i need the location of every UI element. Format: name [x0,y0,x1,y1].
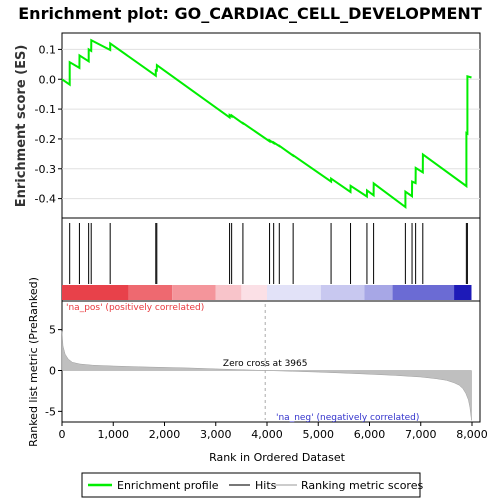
x-tick-label: 6,000 [354,428,386,441]
metric-y-ticks: 5 0 -5 [45,324,62,418]
hits-panel [61,217,481,302]
x-tick-label: 1,000 [98,428,130,441]
x-tick-label: 3,000 [200,428,232,441]
x-tick-label: 2,000 [149,428,181,441]
x-axis-label: Rank in Ordered Dataset [209,451,346,464]
es-gridlines [62,48,480,200]
x-ticks: 0 1,000 2,000 3,000 4,000 5,000 6,000 7,000 8,00… [59,422,488,441]
color-bar-segment [364,285,393,300]
zero-cross-label: Zero cross at 3965 [223,359,308,369]
x-tick-label: 8,000 [456,428,488,441]
chart-title: Enrichment plot: GO_CARDIAC_CELL_DEVELOP… [18,4,482,23]
es-tick-label: -0.4 [35,193,56,206]
ranked-metric-panel: Zero cross at 3965 'na_pos' (positively … [27,277,488,464]
es-tick-label: 0.1 [39,43,57,56]
legend-profile-label: Enrichment profile [117,479,219,492]
hit-marks [69,223,468,284]
metric-tick-label: 5 [49,324,56,337]
metric-tick-label: 0 [49,364,56,377]
color-bar-segment [62,285,129,300]
x-tick-label: 7,000 [405,428,437,441]
es-tick-label: 0.0 [39,73,57,86]
enrichment-score-panel: 0.1 0.0 -0.1 -0.2 -0.3 -0.4 Enrichment score … [14,32,481,219]
legend-hits-label: Hits [255,479,277,492]
color-bar-segment [128,285,173,300]
es-y-axis-label: Enrichment score (ES) [14,45,29,208]
color-bar-segment [241,285,267,300]
ranking-color-bar [62,285,472,300]
metric-tick-label: -5 [45,405,56,418]
color-bar-segment [215,285,242,300]
es-tick-label: -0.2 [35,133,56,146]
es-plot-area [61,32,481,219]
x-tick-label: 5,000 [303,428,335,441]
legend-box [81,472,421,498]
es-y-ticks: 0.1 0.0 -0.1 -0.2 -0.3 -0.4 [35,43,62,206]
legend-metric-label: Ranking metric scores [301,479,423,492]
es-tick-label: -0.1 [35,103,56,116]
color-bar-segment [172,285,216,300]
negative-label: 'na_neg' (negatively correlated) [276,413,419,423]
positive-label: 'na_pos' (positively correlated) [66,303,204,313]
color-bar-segment [392,285,455,300]
metric-y-axis-label: Ranked list metric (PreRanked) [27,277,40,447]
metric-plot-area [61,300,481,423]
es-tick-label: -0.3 [35,163,56,176]
legend: Enrichment profile Hits Ranking metric s… [81,472,423,498]
ranking-metric-area [61,331,472,421]
color-bar-segment [454,285,472,300]
color-bar-segment [320,285,365,300]
enrichment-profile-line [61,38,472,209]
x-tick-label: 0 [59,428,66,441]
color-bar-segment [267,285,321,300]
x-tick-label: 4,000 [251,428,283,441]
